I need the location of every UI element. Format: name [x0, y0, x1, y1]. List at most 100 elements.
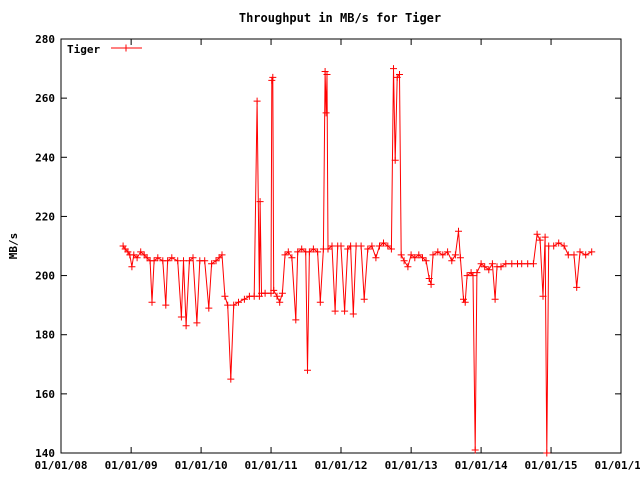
data-point [415, 251, 423, 259]
data-point [344, 245, 352, 253]
data-point [224, 301, 232, 309]
data-point [360, 295, 368, 303]
data-point [309, 245, 317, 253]
x-tick-label: 01/01/11 [245, 459, 298, 472]
y-tick-label: 140 [35, 447, 55, 460]
data-point [460, 295, 467, 303]
data-point [212, 257, 220, 265]
data-point [201, 257, 209, 265]
data-point [140, 251, 148, 259]
data-point [550, 242, 558, 250]
data-point [148, 298, 156, 306]
data-point [137, 248, 145, 256]
data-point [488, 260, 496, 268]
data-point [268, 76, 276, 84]
y-tick-label: 240 [35, 151, 55, 164]
y-tick-label: 260 [35, 92, 55, 105]
data-point [588, 248, 596, 256]
data-point [316, 298, 324, 306]
data-point [425, 275, 433, 282]
data-point [582, 251, 590, 259]
data-point [368, 242, 376, 250]
data-point [427, 280, 435, 288]
data-point [485, 266, 493, 274]
data-point [555, 239, 563, 247]
data-point [323, 71, 331, 78]
y-tick-label: 160 [35, 388, 55, 401]
data-point [429, 251, 437, 259]
data-point [269, 73, 277, 81]
data-point [189, 254, 197, 262]
data-point [235, 298, 242, 306]
data-point [218, 251, 226, 259]
data-point [150, 257, 158, 265]
series-group [119, 65, 596, 457]
data-point [539, 292, 547, 300]
data-point [439, 251, 447, 259]
y-tick-label: 200 [35, 270, 55, 283]
data-point [341, 307, 349, 315]
data-point [396, 71, 403, 78]
data-point [215, 254, 223, 262]
data-point [473, 269, 481, 277]
data-point [461, 298, 469, 306]
data-point [434, 248, 442, 256]
data-point [314, 248, 322, 256]
data-point [576, 248, 584, 256]
data-point [298, 245, 306, 253]
x-tick-label: 01/01/12 [315, 459, 368, 472]
data-point [463, 272, 471, 280]
data-point [497, 263, 505, 271]
data-point [387, 245, 395, 253]
data-point [278, 289, 286, 297]
data-point [292, 316, 300, 324]
data-point [182, 322, 190, 330]
data-point [536, 236, 544, 244]
data-point [276, 298, 284, 306]
data-point [349, 310, 357, 318]
y-tick-label: 280 [35, 33, 55, 46]
data-point [230, 301, 238, 309]
x-tick-label: 01/01/16 [595, 459, 640, 472]
data-point [541, 233, 549, 241]
data-point [471, 446, 479, 454]
data-point [143, 254, 151, 262]
data-point [130, 251, 138, 259]
legend-label-tiger: Tiger [67, 43, 100, 56]
data-point [481, 263, 489, 271]
data-point [376, 242, 383, 250]
data-point [357, 242, 365, 250]
data-point [391, 156, 399, 164]
data-point [162, 301, 170, 309]
data-point [404, 263, 412, 271]
data-point [444, 248, 452, 256]
data-point [533, 230, 541, 238]
data-point [193, 319, 201, 327]
data-point [491, 295, 499, 303]
chart-title: Throughput in MB/s for Tiger [239, 11, 441, 25]
data-point [518, 260, 526, 268]
data-point [384, 242, 392, 250]
data-point [305, 248, 313, 256]
x-tick-label: 01/01/13 [385, 459, 438, 472]
data-point [168, 254, 176, 262]
data-point [261, 289, 269, 297]
data-point [372, 254, 380, 262]
data-point [133, 254, 141, 262]
data-point [477, 260, 485, 268]
legend: Tiger [67, 43, 142, 56]
data-point [270, 286, 278, 294]
data-point [321, 68, 329, 75]
x-tick-label: 01/01/08 [35, 459, 88, 472]
data-point [502, 260, 510, 268]
y-tick-label: 220 [35, 210, 55, 223]
y-tick-label: 180 [35, 329, 55, 342]
data-point [456, 254, 464, 262]
y-axis-label: MB/s [7, 233, 20, 260]
data-point [208, 260, 216, 268]
data-point [253, 97, 261, 105]
data-point [380, 239, 387, 247]
data-point [128, 263, 136, 271]
data-point [570, 251, 578, 259]
data-point [397, 251, 405, 259]
